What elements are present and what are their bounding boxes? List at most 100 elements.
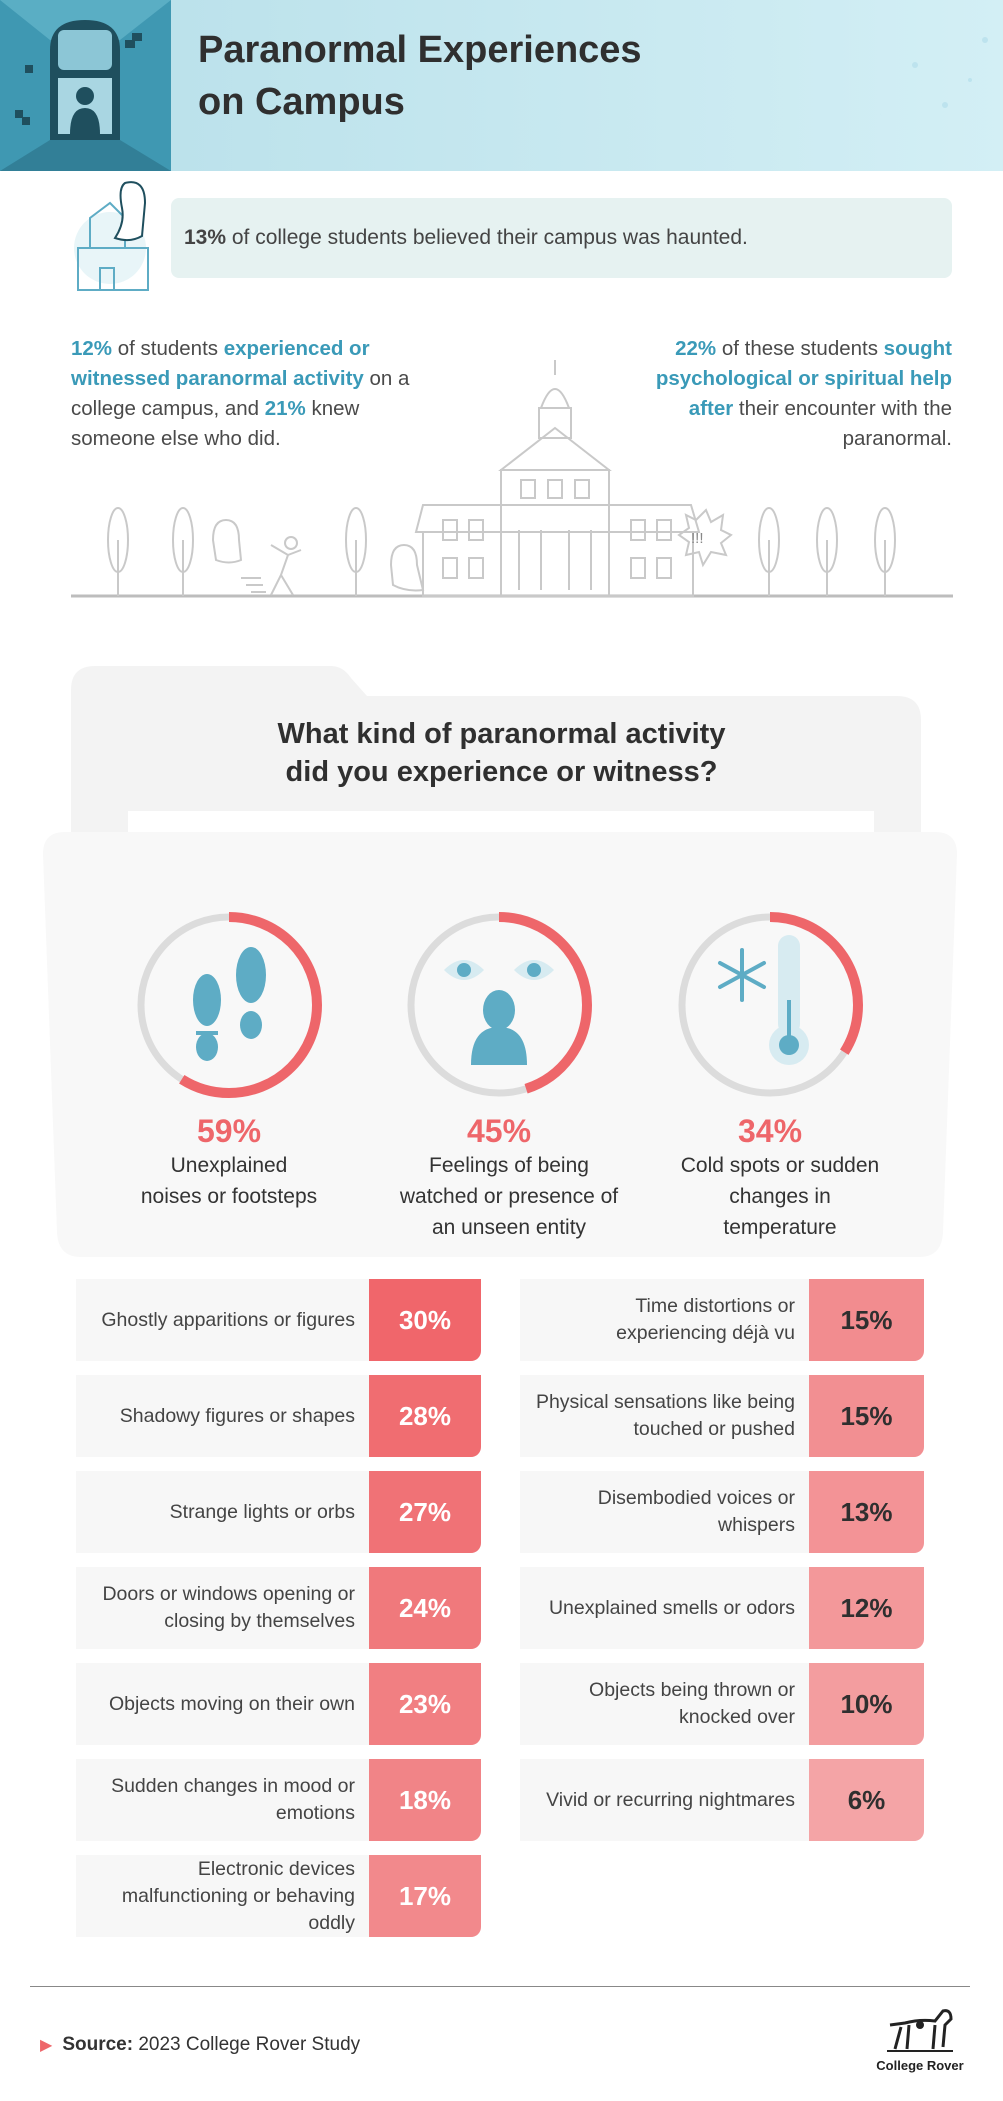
stat-text: of students — [112, 337, 224, 360]
row-pct: 15% — [809, 1279, 924, 1361]
snowflake-thermometer-icon — [718, 935, 809, 1065]
row-label: Unexplained smells or odors — [520, 1567, 809, 1649]
stat-text: their encounter with the paranormal. — [733, 397, 952, 450]
logo-text: College Rover — [876, 2058, 964, 2073]
row-label-text: Strange lights or orbs — [169, 1500, 355, 1523]
heading-line: did you experience or witness? — [285, 756, 718, 788]
donut-chart — [677, 912, 863, 1098]
stat-row: Ghostly apparitions or figures 30% — [76, 1279, 481, 1361]
row-pct: 17% — [369, 1855, 481, 1937]
donut-chart — [136, 912, 322, 1098]
stat-row: Shadowy figures or shapes 28% — [76, 1375, 481, 1457]
row-label-text: Unexplained smells or odors — [548, 1596, 795, 1619]
row-pct: 28% — [369, 1375, 481, 1457]
row-pct: 12% — [809, 1567, 924, 1649]
row-label-text: Time distortions or experiencing déjà vu — [616, 1295, 795, 1344]
help-stat: 22% of these students sought psychologic… — [632, 334, 952, 454]
moon-icon — [874, 37, 988, 138]
donut-stat: 59% Unexplained noises or footsteps — [129, 905, 329, 1212]
stat-text: knew someone else who did. — [71, 397, 360, 450]
stat-row: Objects moving on their own 23% — [76, 1663, 481, 1745]
row-label-text: Objects being thrown or knocked over — [589, 1679, 795, 1728]
stat-pct: 13% — [184, 226, 227, 249]
haunted-stat-text: 13% of college students believed their c… — [184, 226, 748, 250]
stat-highlight: experienced or witnessed paranormal acti… — [71, 337, 370, 390]
haunted-window-icon — [0, 0, 171, 171]
row-label-text: Sudden changes in mood or emotions — [111, 1775, 355, 1824]
heading-line: What kind of paranormal activity — [277, 718, 726, 750]
footprints-icon — [193, 947, 266, 1061]
tree-icon — [874, 507, 896, 596]
source-text: 2023 College Rover Study — [133, 2034, 361, 2055]
row-pct: 6% — [809, 1759, 924, 1841]
row-label-text: Shadowy figures or shapes — [119, 1404, 355, 1427]
college-rover-logo: College Rover — [875, 2005, 965, 2073]
row-pct: 10% — [809, 1663, 924, 1745]
row-label: Objects moving on their own — [76, 1663, 369, 1745]
title-line: Paranormal Experiences — [198, 29, 642, 71]
tree-icon — [345, 507, 367, 596]
stat-row: Unexplained smells or odors 12% — [520, 1567, 924, 1649]
row-label: Electronic devices malfunctioning or beh… — [76, 1855, 369, 1937]
stat-row: Objects being thrown or knocked over 10% — [520, 1663, 924, 1745]
donut-pct: 45% — [466, 1113, 532, 1149]
row-label: Sudden changes in mood or emotions — [76, 1759, 369, 1841]
row-label: Physical sensations like being touched o… — [520, 1375, 809, 1457]
stat-row: Time distortions or experiencing déjà vu… — [520, 1279, 924, 1361]
stat-row: Strange lights or orbs 27% — [76, 1471, 481, 1553]
row-label-text: Vivid or recurring nightmares — [546, 1788, 795, 1811]
row-label: Objects being thrown or knocked over — [520, 1663, 809, 1745]
row-label-text: Physical sensations like being touched o… — [535, 1391, 795, 1440]
donut-stat: 45% Feelings of being watched or presenc… — [399, 905, 618, 1243]
tree-icon — [758, 507, 780, 596]
row-label-text: Doors or windows opening or closing by t… — [102, 1583, 355, 1632]
row-label: Time distortions or experiencing déjà vu — [520, 1279, 809, 1361]
row-label: Strange lights or orbs — [76, 1471, 369, 1553]
stat-row: Sudden changes in mood or emotions 18% — [76, 1759, 481, 1841]
source-label: Source: — [62, 2034, 134, 2055]
row-label: Doors or windows opening or closing by t… — [76, 1567, 369, 1649]
row-pct: 24% — [369, 1567, 481, 1649]
row-pct: 13% — [809, 1471, 924, 1553]
row-label: Disembodied voices or whispers — [520, 1471, 809, 1553]
stat-pct: 21% — [264, 397, 306, 420]
stat-text: of college students believed their campu… — [226, 226, 748, 249]
row-label: Shadowy figures or shapes — [76, 1375, 369, 1457]
ghost-icon — [389, 543, 425, 592]
donut-label: Cold spots or sudden changes in temperat… — [680, 1154, 880, 1239]
donut-pct: 34% — [737, 1113, 803, 1149]
row-pct: 23% — [369, 1663, 481, 1745]
stat-pct: 22% — [675, 337, 717, 360]
tree-icon — [816, 507, 838, 596]
tree-icon — [172, 507, 194, 596]
donut-label: Unexplained noises or footsteps — [140, 1154, 318, 1208]
donut-stat: 34% Cold spots or sudden changes in temp… — [670, 905, 879, 1243]
stat-pct: 12% — [71, 337, 113, 360]
stat-row: Disembodied voices or whispers 13% — [520, 1471, 924, 1553]
donut-label: Feelings of being watched or presence of… — [399, 1154, 619, 1239]
row-label: Vivid or recurring nightmares — [520, 1759, 809, 1841]
stat-text: of these students — [716, 337, 884, 360]
row-pct: 18% — [369, 1759, 481, 1841]
donut-pct: 59% — [196, 1113, 262, 1149]
row-label-text: Objects moving on their own — [108, 1692, 355, 1715]
row-label-text: Ghostly apparitions or figures — [101, 1308, 355, 1331]
dog-logo-icon — [887, 2009, 953, 2052]
experience-stat: 12% of students experienced or witnessed… — [71, 334, 431, 454]
stat-highlight: sought psychological or spiritual help a… — [655, 337, 952, 420]
ghost-icon — [211, 518, 243, 564]
donut-chart — [406, 912, 592, 1098]
header-banner: Paranormal Experiences on Campus — [0, 0, 1003, 171]
campus-illustration: !!! — [71, 360, 953, 598]
question-heading: What kind of paranormal activity did you… — [0, 715, 1003, 791]
tree-icon — [107, 507, 129, 596]
triangle-bullet-icon: ▶ — [40, 2037, 53, 2054]
title-line: on Campus — [198, 81, 405, 123]
row-pct: 27% — [369, 1471, 481, 1553]
stat-row: Electronic devices malfunctioning or beh… — [76, 1855, 481, 1937]
watching-eyes-icon — [444, 960, 554, 1065]
row-label: Ghostly apparitions or figures — [76, 1279, 369, 1361]
source-note: ▶ Source: 2023 College Rover Study — [40, 2034, 360, 2056]
stat-row: Vivid or recurring nightmares 6% — [520, 1759, 924, 1841]
stat-text: on a college campus, and — [71, 367, 410, 420]
